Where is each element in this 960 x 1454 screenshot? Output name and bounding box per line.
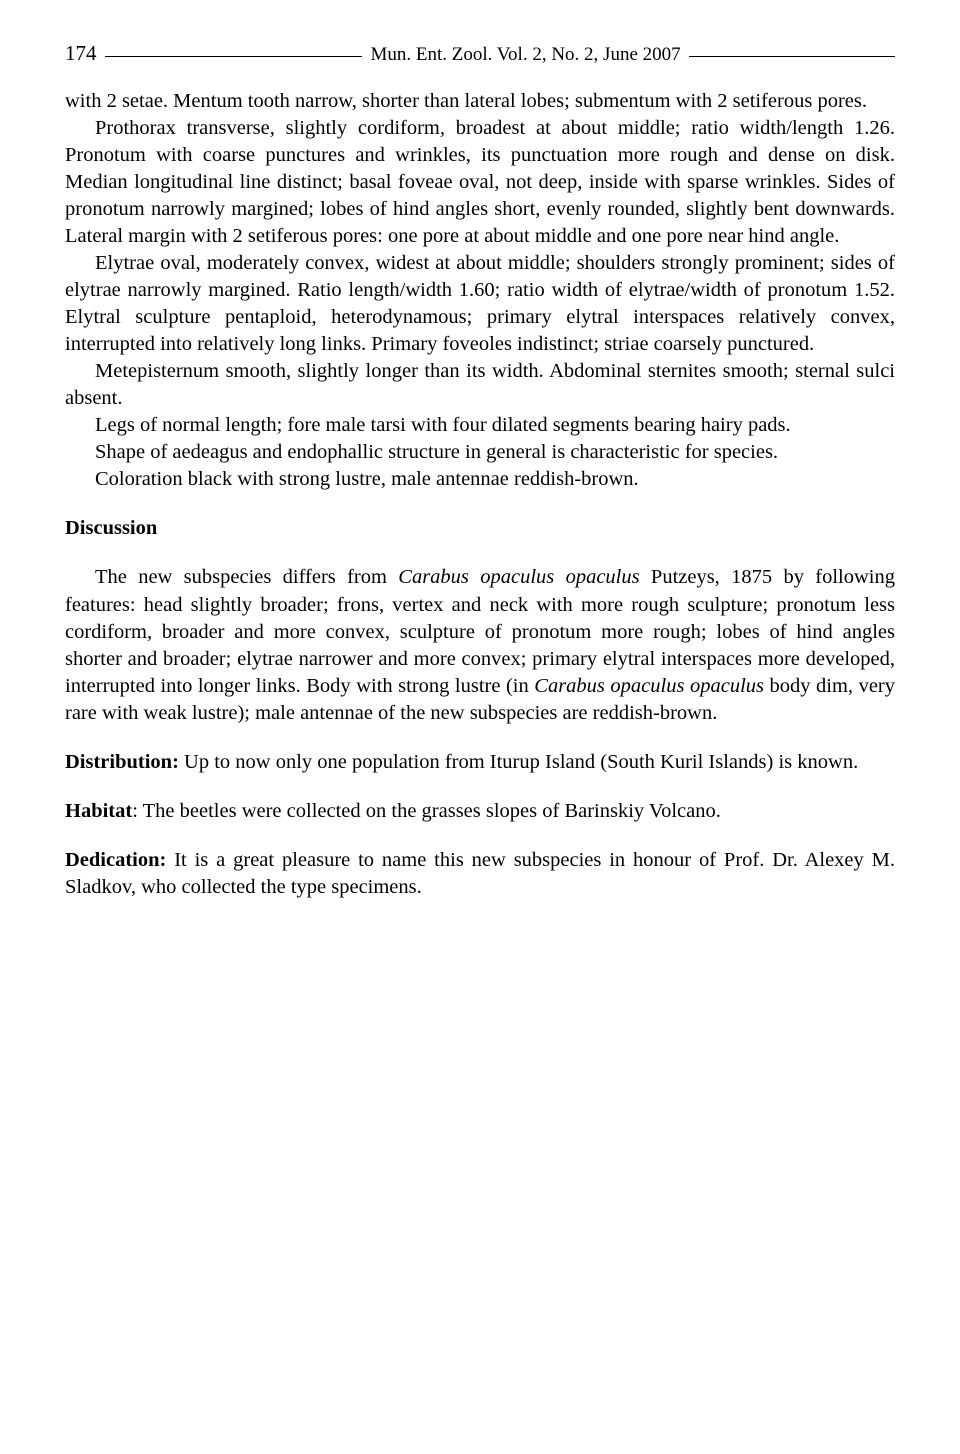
- header-left-rule: [105, 56, 363, 57]
- body-para-2: Prothorax transverse, slightly cordiform…: [65, 115, 895, 250]
- body-para-5: Legs of normal length; fore male tarsi w…: [65, 412, 895, 439]
- header-right-rule: [689, 56, 895, 57]
- distribution-section: Distribution: Up to now only one populat…: [65, 749, 895, 776]
- species-name-2: Carabus opaculus opaculus: [534, 675, 764, 697]
- body-para-4: Metepisternum smooth, slightly longer th…: [65, 358, 895, 412]
- species-name-1: Carabus opaculus opaculus: [398, 566, 639, 588]
- habitat-section: Habitat: The beetles were collected on t…: [65, 798, 895, 825]
- dedication-text: It is a great pleasure to name this new …: [65, 849, 895, 898]
- page-number: 174: [65, 40, 97, 68]
- body-para-1: with 2 setae. Mentum tooth narrow, short…: [65, 88, 895, 115]
- journal-title: Mun. Ent. Zool. Vol. 2, No. 2, June 2007: [370, 42, 680, 67]
- body-para-3: Elytrae oval, moderately convex, widest …: [65, 250, 895, 358]
- discussion-text-a: The new subspecies differs from: [95, 566, 398, 588]
- discussion-para-1: The new subspecies differs from Carabus …: [65, 564, 895, 726]
- dedication-section: Dedication: It is a great pleasure to na…: [65, 847, 895, 901]
- discussion-heading: Discussion: [65, 515, 895, 542]
- habitat-text: : The beetles were collected on the gras…: [132, 800, 721, 822]
- body-para-6: Shape of aedeagus and endophallic struct…: [65, 439, 895, 466]
- body-para-7: Coloration black with strong lustre, mal…: [65, 466, 895, 493]
- habitat-label: Habitat: [65, 800, 132, 822]
- distribution-text: Up to now only one population from Ituru…: [179, 751, 858, 773]
- dedication-label: Dedication:: [65, 849, 166, 871]
- page-header: 174 Mun. Ent. Zool. Vol. 2, No. 2, June …: [65, 40, 895, 68]
- distribution-label: Distribution:: [65, 751, 179, 773]
